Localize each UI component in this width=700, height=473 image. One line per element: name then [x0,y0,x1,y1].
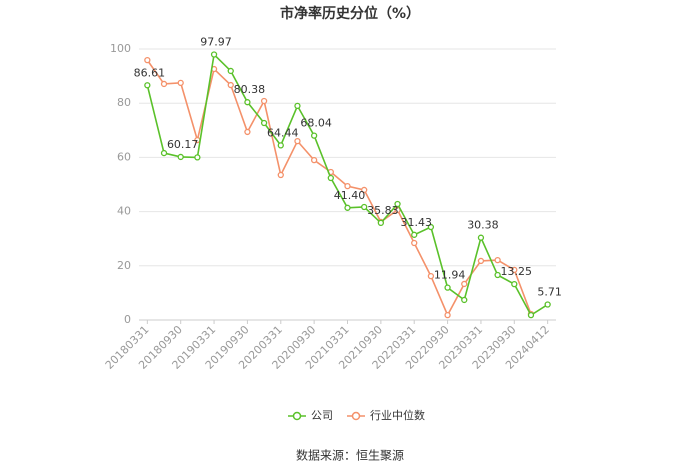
data-point [177,79,184,87]
data-point [544,301,551,308]
data-point [344,182,351,190]
data-point [411,239,418,247]
data-point [227,81,234,89]
data-point [427,223,435,231]
data-point [310,132,318,139]
data-point [260,97,268,105]
data-point [527,311,535,319]
y-tick-label: 100 [110,42,131,55]
data-point [344,204,351,211]
legend-marker [351,411,361,421]
data-label: 31.43 [400,216,432,229]
data-label: 60.17 [167,138,199,151]
data-point [444,284,451,291]
data-point [294,102,301,110]
data-label: 5.71 [537,286,562,299]
data-label: 13.25 [501,265,533,278]
data-point [244,99,251,106]
data-label: 64.44 [267,126,299,139]
data-point [461,296,468,304]
data-point [494,271,501,279]
data-point [377,219,385,227]
data-point [277,142,284,149]
data-point [144,82,151,89]
data-point [210,51,218,58]
data-point [327,174,334,182]
data-label: 97.97 [200,36,232,49]
data-point [394,200,401,208]
data-label: 68.04 [300,117,332,130]
y-tick-label: 80 [117,96,131,109]
data-point [427,272,435,280]
data-point [160,149,168,157]
y-tick-label: 60 [117,150,131,163]
source-note: 数据来源：恒生聚源 [296,448,404,463]
data-label: 86.61 [134,66,166,79]
data-point [260,119,268,127]
data-point [477,257,485,265]
data-label: 35.83 [367,204,399,217]
data-label: 80.38 [234,83,266,96]
y-tick-label: 40 [117,205,131,218]
chart-title: 市净率历史分位（%） [280,5,420,22]
data-point [477,234,485,241]
data-point [244,128,251,136]
series-line [146,59,532,317]
data-point [194,154,201,161]
data-point [411,231,418,238]
legend-marker [292,411,302,421]
legend-label: 行业中位数 [370,408,425,422]
data-label: 11.94 [434,269,466,282]
data-point [461,280,468,288]
data-point [310,156,318,164]
data-point [361,203,368,211]
data-point [511,280,518,288]
y-tick-label: 0 [124,313,131,326]
data-label: 41.40 [334,189,366,202]
y-tick-label: 20 [117,259,131,272]
data-point [511,266,518,274]
data-point [160,80,168,88]
data-point [277,171,284,179]
data-point [294,137,301,145]
data-point [444,311,451,319]
data-point [361,186,368,194]
data-point [494,256,501,264]
legend-label: 公司 [311,409,333,422]
data-point [227,67,234,75]
data-point [144,56,151,64]
data-point [177,153,184,161]
data-label: 30.38 [467,219,499,232]
